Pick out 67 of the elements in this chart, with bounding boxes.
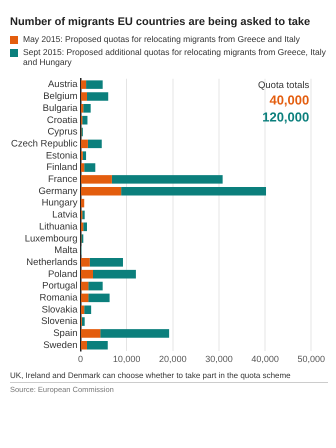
bar (81, 270, 93, 278)
bar (86, 92, 108, 101)
bar (83, 104, 91, 113)
bar (90, 258, 123, 267)
bar (81, 340, 87, 350)
bar (100, 329, 170, 338)
bar (81, 92, 87, 101)
bar (81, 175, 112, 184)
y-tick-label: Hungary (42, 198, 78, 209)
bar (82, 116, 88, 124)
bar (86, 80, 103, 89)
y-tick-label: Bulgaria (42, 102, 78, 114)
bar (81, 198, 84, 208)
y-tick-label: Romania (40, 292, 78, 304)
chart-title: Number of migrants EU countries are being asked to take (10, 16, 312, 28)
bar (81, 282, 88, 290)
y-tick-label: Lithuania (38, 221, 78, 232)
y-tick-label: Austria (48, 79, 78, 90)
text: UK, Ireland and Denmark can choose whether to take part in the quota scheme (10, 371, 292, 380)
y-tick-label: Spain (53, 328, 78, 340)
bar (88, 282, 103, 290)
y-tick-label: Slovakia (42, 304, 78, 316)
legend-label: Sept 2015: Proposed additional quotas for relocating migrants from Greece, Italy and Hungary (23, 47, 327, 67)
y-tick-label: Czech Republic (10, 138, 78, 150)
x-tick-label: 20,000 (159, 354, 187, 364)
y-tick-label: Slovenia (41, 316, 78, 328)
x-tick-label: 50,000 (297, 354, 325, 364)
y-tick-label: Portugal (42, 280, 78, 292)
bar (86, 340, 108, 350)
x-tick-label: 30,000 (205, 354, 233, 364)
bar (83, 222, 87, 232)
y-tick-label: Malta (54, 245, 78, 256)
y-tick-label: Latvia (52, 210, 78, 221)
annotation: Quota totals (258, 80, 310, 92)
bar (81, 258, 90, 267)
annotation: 120,000 (262, 109, 310, 124)
y-tick-label: Belgium (43, 91, 78, 102)
bar (81, 329, 100, 338)
bar (92, 270, 136, 278)
y-tick-label: Estonia (46, 150, 78, 162)
bar (81, 140, 88, 148)
bar (81, 163, 84, 172)
bar (81, 186, 122, 196)
y-tick-label: Luxembourg (24, 233, 78, 244)
y-tick-label: France (48, 174, 78, 186)
y-tick-label: Finland (46, 162, 78, 174)
bar (84, 305, 92, 314)
y-tick-label: Netherlands (26, 256, 78, 268)
y-tick-label: Cyprus (47, 126, 78, 138)
y-tick-label: Germany (38, 186, 78, 197)
bar (84, 163, 96, 172)
bar (82, 151, 86, 160)
y-tick-label: Croatia (46, 114, 78, 126)
annotation: 40,000 (269, 92, 310, 108)
x-tick-label: 0 (78, 354, 84, 364)
x-tick-label: 10,000 (112, 354, 140, 364)
x-tick-label: 40,000 (251, 354, 279, 364)
bar (88, 294, 110, 302)
y-tick-label: Sweden (43, 340, 78, 351)
legend-label: May 2015: Proposed quotas for relocating migrants from Greece and Italy (23, 34, 300, 44)
bar (112, 175, 223, 184)
bar (121, 186, 266, 196)
bar (81, 294, 88, 302)
bar (81, 80, 86, 89)
bar (81, 305, 84, 314)
bar (88, 140, 102, 148)
y-tick-label: Poland (48, 268, 78, 280)
